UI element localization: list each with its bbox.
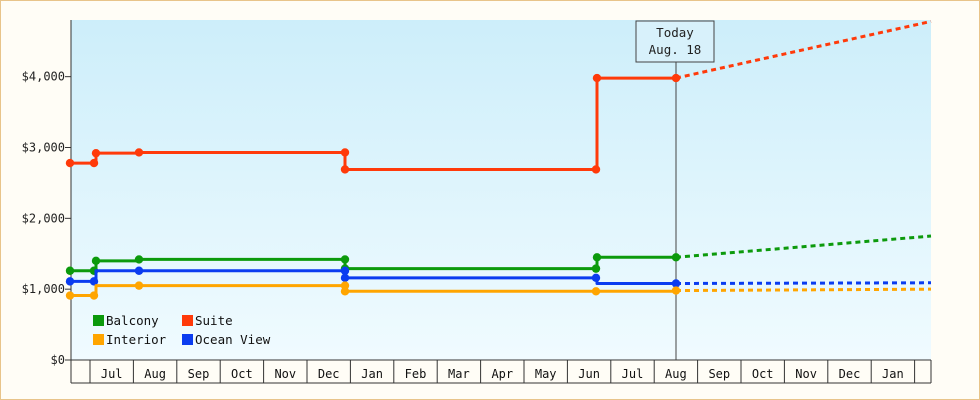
data-point-interior [591, 287, 601, 296]
data-point-suite [591, 165, 601, 174]
data-point-interior [340, 287, 350, 296]
today-date: Aug. 18 [649, 42, 702, 57]
y-tick-label: $3,000 [22, 141, 65, 155]
data-point-ocean-view [340, 266, 350, 275]
data-point-suite [340, 148, 350, 157]
x-month-label: Dec [839, 367, 861, 381]
x-month-label: Feb [405, 367, 427, 381]
data-point-balcony [65, 266, 75, 275]
x-month-label: May [535, 367, 557, 381]
legend-swatch-suite [182, 315, 193, 326]
data-point-balcony [591, 264, 601, 273]
x-month-label: Nov [795, 367, 817, 381]
data-point-interior [65, 291, 75, 300]
data-point-balcony [671, 253, 681, 262]
x-month-label: Jul [622, 367, 644, 381]
legend-label-ocean-view: Ocean View [195, 332, 271, 347]
data-point-interior [134, 281, 144, 290]
x-month-label: Sep [708, 367, 730, 381]
data-point-suite [65, 158, 75, 168]
series-forecast-suite [675, 19, 932, 80]
data-point-ocean-view [591, 273, 601, 283]
data-point-suite [592, 73, 602, 83]
legend-swatch-balcony [93, 315, 104, 326]
x-month-label: Aug [144, 367, 166, 381]
data-point-balcony [592, 253, 602, 262]
plot-background [71, 20, 931, 360]
legend-label-balcony: Balcony [106, 313, 159, 328]
data-point-suite [340, 165, 350, 174]
x-month-label: Jan [882, 367, 904, 381]
data-point-ocean-view [671, 279, 681, 288]
x-month-label: Apr [491, 367, 513, 381]
data-point-suite [91, 148, 101, 158]
today-callout [635, 20, 715, 63]
y-tick-label: $0 [51, 353, 65, 367]
legend-swatch-interior [93, 334, 104, 345]
x-month-label: Oct [231, 367, 253, 381]
data-point-ocean-view [134, 266, 144, 275]
legend-label-interior: Interior [106, 332, 167, 347]
x-month-label: Jun [578, 367, 600, 381]
x-month-label: Dec [318, 367, 340, 381]
series-forecast-ocean-view [675, 281, 932, 285]
today-label: Today [656, 25, 694, 40]
data-point-suite [134, 148, 144, 157]
y-tick-label: $4,000 [22, 70, 65, 84]
data-point-balcony [134, 255, 144, 264]
series-forecast-interior [675, 287, 932, 293]
data-point-suite [671, 73, 681, 83]
y-tick-label: $1,000 [22, 282, 65, 296]
x-month-label: Mar [448, 367, 470, 381]
data-point-ocean-view [65, 277, 75, 286]
x-month-label: Sep [188, 367, 210, 381]
data-point-interior [89, 291, 99, 300]
legend-swatch-ocean-view [182, 334, 193, 345]
x-month-label: Oct [752, 367, 774, 381]
x-month-label: Jul [101, 367, 123, 381]
data-point-balcony [340, 255, 350, 264]
y-tick-label: $2,000 [22, 211, 65, 225]
x-month-label: Aug [665, 367, 687, 381]
data-point-ocean-view [89, 277, 99, 286]
series-forecast-balcony [675, 234, 932, 259]
data-point-ocean-view [340, 273, 350, 283]
data-point-interior [671, 286, 681, 295]
legend-label-suite: Suite [195, 313, 233, 328]
data-point-suite [89, 158, 99, 168]
data-point-balcony [91, 256, 101, 266]
x-month-label: Jan [361, 367, 383, 381]
x-month-label: Nov [274, 367, 296, 381]
